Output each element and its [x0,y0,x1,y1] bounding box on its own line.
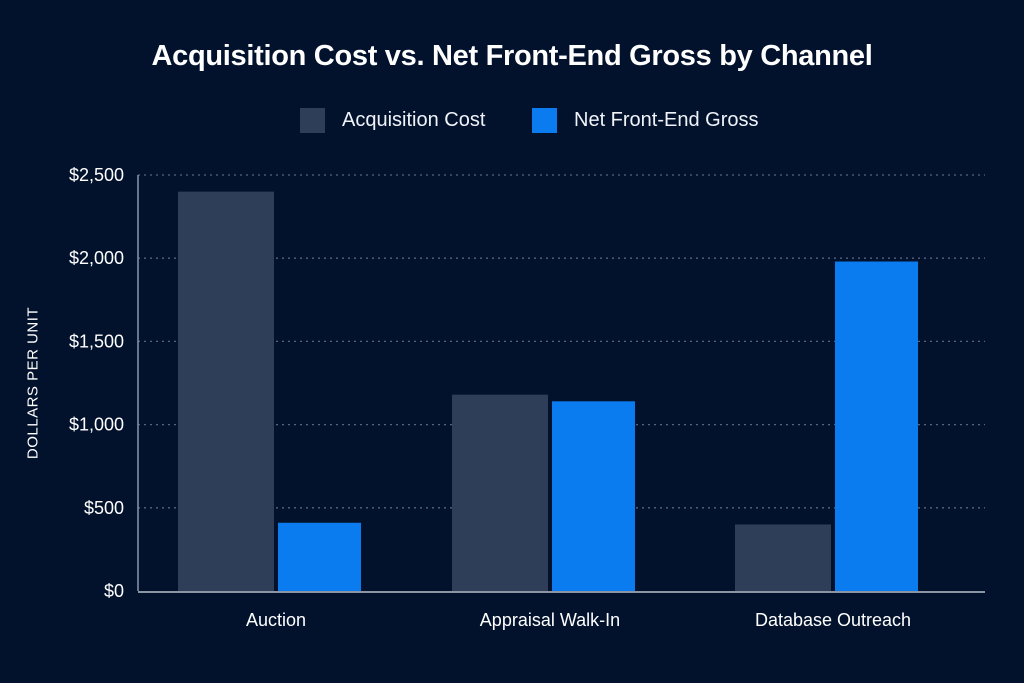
legend-swatch [532,108,557,133]
bar-net-front-end-gross-database-outreach [835,261,918,591]
y-tick-label: $2,500 [69,165,124,185]
y-tick-label: $1,000 [69,415,124,435]
x-tick-label: Auction [246,610,306,630]
y-tick-label: $500 [84,498,124,518]
legend-item-net-front-end-gross: Net Front-End Gross [532,108,759,133]
chart-title: Acquisition Cost vs. Net Front-End Gross… [151,40,873,72]
legend-swatch [300,108,325,133]
bar-net-front-end-gross-auction [278,522,361,591]
y-tick-label: $0 [104,581,124,601]
x-tick-label: Appraisal Walk-In [480,610,620,630]
legend-item-acquisition-cost: Acquisition Cost [300,108,485,133]
legend-label: Net Front-End Gross [574,109,759,131]
bar-net-front-end-gross-appraisal-walk-in [552,401,635,591]
y-tick-label: $2,000 [69,248,124,268]
x-tick-label: Database Outreach [755,610,911,630]
legend-label: Acquisition Cost [342,109,486,131]
bar-acquisition-cost-appraisal-walk-in [452,394,548,591]
bar-acquisition-cost-database-outreach [735,524,831,591]
y-tick-label: $1,500 [69,331,124,351]
bar-acquisition-cost-auction [178,191,274,591]
